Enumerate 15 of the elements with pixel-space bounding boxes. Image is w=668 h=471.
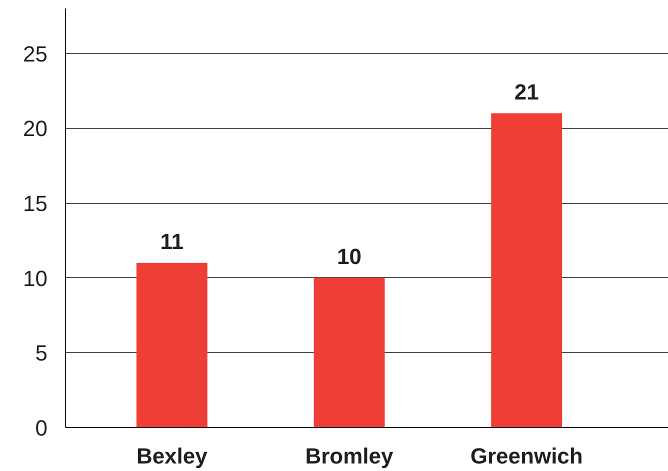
y-tick-label: 20 (23, 116, 48, 142)
data-label: 10 (337, 244, 362, 269)
data-label: 21 (514, 79, 539, 104)
y-tick-label: 0 (35, 416, 48, 440)
bar (314, 278, 385, 428)
x-tick-label: Bromley (305, 444, 394, 468)
y-tick-label: 10 (23, 266, 48, 291)
bar (491, 113, 562, 428)
y-tick-label: 5 (35, 340, 48, 366)
x-tick-label: Greenwich (470, 444, 583, 468)
bar (136, 262, 208, 428)
y-tick-label: 15 (23, 191, 48, 216)
y-tick-label: 25 (23, 41, 48, 66)
data-label: 11 (160, 228, 184, 254)
x-tick-label: Bexley (136, 444, 208, 468)
